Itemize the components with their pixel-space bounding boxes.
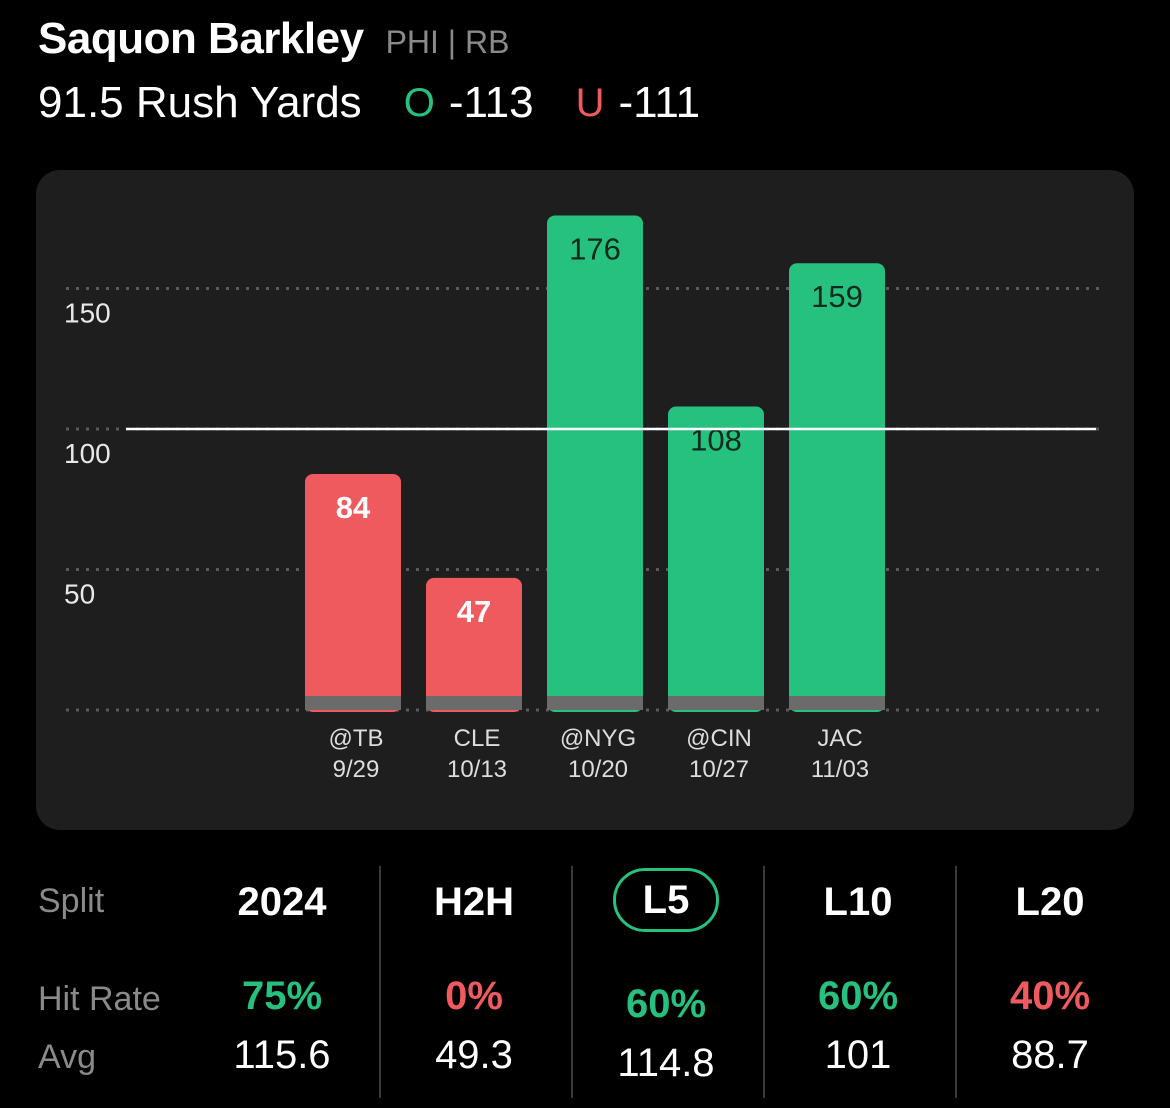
bar-@NYG [547, 215, 643, 712]
x-tick-date-@NYG: 10/20 [568, 756, 628, 783]
avg-2024: 115.6 [233, 1033, 331, 1077]
avg-l5: 114.8 [617, 1041, 715, 1085]
hit-rate-row-label: Hit Rate [38, 980, 161, 1018]
avg-l20: 88.7 [1011, 1033, 1089, 1077]
x-tick-date-CLE: 10/13 [447, 756, 507, 783]
x-tick-opponent-@NYG: @NYG [560, 725, 636, 752]
bar-value-label-CLE: 47 [457, 594, 491, 629]
bar-@TB [305, 473, 401, 712]
column-divider [955, 866, 957, 1098]
split-tab-2024[interactable]: 2024 [237, 880, 327, 924]
x-tick-date-@TB: 9/29 [333, 756, 380, 783]
bar-value-label-@TB: 84 [336, 490, 371, 525]
x-tick-opponent-CLE: CLE [454, 725, 501, 752]
under-odds[interactable]: -111 [618, 78, 701, 127]
prop-line: 91.5 Rush Yards [38, 78, 362, 127]
avg-l10: 101 [824, 1033, 892, 1077]
hit-rate-l20: 40% [1009, 974, 1091, 1018]
player-name: Saquon Barkley [38, 14, 364, 63]
hit-rate-h2h: 0% [445, 974, 503, 1018]
over-icon[interactable]: O [403, 80, 435, 125]
x-tick-opponent-@CIN: @CIN [686, 725, 752, 752]
splits-table: Split Hit Rate Avg 2024 75% 115.6 H2H 0%… [0, 860, 1170, 1108]
avg-h2h: 49.3 [435, 1033, 513, 1077]
split-column-l5[interactable]: L5 60% 114.8 [586, 860, 746, 1086]
bar-JAC [789, 263, 885, 712]
x-tick-date-JAC: 11/03 [811, 756, 869, 783]
split-column-l20[interactable]: L20 40% 88.7 [970, 860, 1130, 1078]
under-icon[interactable]: U [575, 80, 605, 125]
split-tab-l20[interactable]: L20 [1015, 880, 1085, 924]
hit-rate-l5: 60% [625, 982, 707, 1026]
bar-value-label-JAC: 159 [811, 279, 863, 314]
player-team-position: PHI | RB [385, 24, 510, 60]
y-tick-label-150: 150 [64, 298, 111, 329]
bar-@CIN [668, 406, 764, 712]
game-log-chart: 50 100 150 84 @TB 9/29 47 CLE 10/13 176 @NYG 10/20 1… [36, 170, 1134, 830]
split-column-h2h[interactable]: H2H 0% 49.3 [394, 860, 554, 1078]
split-tab-h2h[interactable]: H2H [433, 880, 515, 924]
bar-base-CLE [426, 696, 522, 710]
hit-rate-2024: 75% [241, 974, 323, 1018]
x-tick-opponent-JAC: JAC [817, 725, 862, 752]
split-tab-l10[interactable]: L10 [823, 880, 893, 924]
x-tick-date-@CIN: 10/27 [689, 756, 749, 783]
avg-row-label: Avg [38, 1038, 96, 1076]
bar-base-@CIN [668, 696, 764, 710]
split-tab-l5[interactable]: L5 [613, 868, 719, 932]
bar-base-JAC [789, 696, 885, 710]
hit-rate-l10: 60% [817, 974, 899, 1018]
bar-base-@NYG [547, 696, 643, 710]
over-odds[interactable]: -113 [448, 78, 534, 127]
column-divider [379, 866, 381, 1098]
split-column-2024[interactable]: 2024 75% 115.6 [202, 860, 362, 1078]
column-divider [571, 866, 573, 1098]
y-tick-label-50: 50 [64, 579, 95, 610]
bar-value-label-@NYG: 176 [569, 231, 621, 266]
bar-chart: 50 100 150 84 @TB 9/29 47 CLE 10/13 176 @NYG 10/20 1… [64, 215, 1104, 783]
split-column-l10[interactable]: L10 60% 101 [778, 860, 938, 1078]
column-divider [763, 866, 765, 1098]
split-row-label: Split [38, 882, 105, 920]
bar-base-@TB [305, 696, 401, 710]
player-row: Saquon Barkley PHI | RB [38, 14, 700, 64]
y-tick-label-100: 100 [64, 438, 111, 469]
prop-header: Saquon Barkley PHI | RB 91.5 Rush Yards … [38, 14, 700, 128]
bar-CLE [426, 577, 522, 712]
x-tick-opponent-@TB: @TB [328, 725, 383, 752]
prop-line-row: 91.5 Rush Yards O -113 U -111 [38, 78, 700, 128]
